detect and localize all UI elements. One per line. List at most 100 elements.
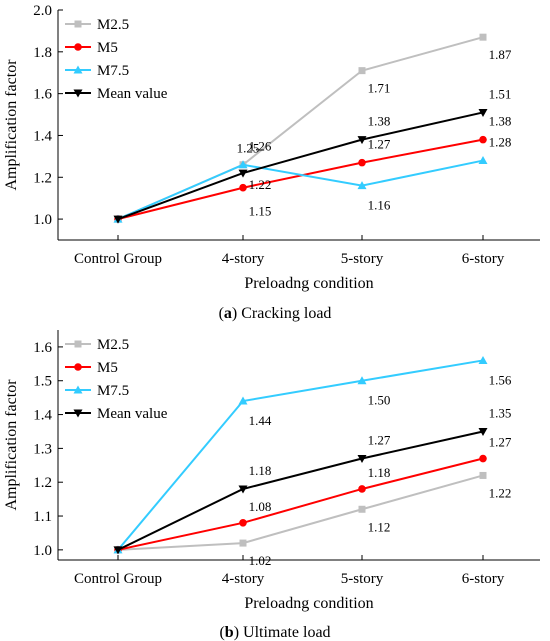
data-label: 1.56 — [489, 372, 512, 387]
legend-marker — [74, 43, 82, 51]
data-label: 1.35 — [489, 405, 512, 420]
y-tick-label: 1.0 — [33, 212, 52, 228]
data-label: 1.25 — [237, 141, 260, 156]
legend-label: M5 — [97, 360, 118, 376]
data-point — [238, 396, 248, 405]
data-label: 1.02 — [249, 553, 272, 568]
y-axis-title: Amplification factor — [3, 59, 20, 191]
series-line — [117, 111, 484, 221]
y-tick-label: 1.6 — [33, 87, 52, 103]
data-label: 1.27 — [489, 435, 512, 450]
x-tick-label: 6-story — [462, 571, 505, 587]
data-label: 1.87 — [489, 47, 512, 62]
data-label: 1.26 — [249, 139, 272, 154]
legend: M2.5 M5 M7.5 Mean value — [65, 17, 168, 102]
data-point — [239, 518, 247, 527]
x-tick-label: Control Group — [74, 251, 162, 267]
series-m5: 1.08 1.18 1.27 — [114, 435, 512, 554]
series-line — [117, 474, 484, 551]
series-line — [117, 36, 484, 221]
y-tick-label: 1.6 — [33, 340, 52, 356]
data-point — [479, 33, 487, 41]
x-axis-title: Preloadng condition — [244, 275, 373, 292]
data-point — [113, 546, 123, 555]
y-tick-label: 1.8 — [33, 45, 52, 61]
data-label: 1.28 — [489, 135, 512, 150]
legend-marker — [73, 65, 83, 74]
series-line — [117, 457, 484, 551]
y-tick-label: 2.0 — [33, 3, 52, 19]
data-point — [358, 67, 366, 75]
figure-caption: (a) Cracking load — [219, 305, 332, 322]
data-point — [357, 181, 367, 190]
data-point — [239, 539, 247, 547]
data-label: 1.16 — [368, 198, 391, 213]
data-point — [113, 215, 123, 224]
y-tick-label: 1.3 — [33, 441, 52, 457]
data-label: 1.27 — [368, 137, 391, 152]
data-point — [238, 160, 248, 169]
y-tick-label: 1.2 — [33, 170, 52, 186]
figure-caption: (b) Ultimate load — [219, 624, 330, 641]
data-label: 1.18 — [368, 465, 391, 480]
legend-label: Mean value — [97, 86, 168, 102]
caption-close-paren: ) — [232, 305, 241, 322]
series-mean-value: 1.18 1.27 1.35 — [113, 405, 512, 555]
data-label: 1.15 — [249, 204, 272, 219]
data-point — [479, 471, 487, 479]
y-tick-label: 1.1 — [33, 509, 52, 525]
series-m7-5: 1.25 1.16 1.28 — [113, 135, 512, 223]
data-label: 1.12 — [368, 519, 391, 534]
data-point — [357, 136, 367, 145]
series-line — [117, 359, 484, 551]
series-m5: 1.15 1.27 1.38 — [114, 114, 511, 223]
legend-marker — [73, 385, 83, 394]
data-label: 1.38 — [489, 114, 512, 129]
legend-label: M5 — [97, 40, 118, 56]
series-line — [117, 430, 484, 551]
x-axis-title: Preloadng condition — [244, 595, 373, 612]
data-point — [478, 427, 488, 436]
data-label: 1.51 — [489, 86, 512, 101]
chart-panel-b: 1.0 1.1 1.2 1.3 1.4 1.5 1.6 Control Group 4-stor… — [3, 330, 540, 641]
data-label: 1.08 — [249, 499, 272, 514]
caption-open-paren: ( — [219, 624, 224, 641]
data-point — [239, 183, 247, 192]
data-label: 1.50 — [368, 393, 391, 408]
x-tick-label: Control Group — [74, 571, 162, 587]
x-tick-label: 5-story — [341, 251, 384, 267]
data-point — [357, 455, 367, 464]
data-point — [238, 485, 248, 494]
x-tick-label: 4-story — [222, 251, 265, 267]
legend-label: M2.5 — [97, 337, 129, 353]
data-point — [357, 376, 367, 385]
data-point — [358, 505, 366, 513]
data-point — [479, 454, 487, 463]
data-point — [238, 169, 248, 178]
data-point — [358, 485, 366, 493]
legend-marker — [73, 89, 83, 98]
series-m2-5: 1.02 1.12 1.22 — [114, 471, 512, 568]
legend-label: Mean value — [97, 406, 168, 422]
series-mean-value: 1.22 1.38 1.51 — [113, 86, 512, 224]
caption-open-paren: ( — [219, 305, 224, 322]
data-label: 1.44 — [249, 413, 272, 428]
y-tick-label: 1.5 — [33, 374, 52, 390]
data-point — [479, 135, 487, 144]
caption-letter: b — [225, 624, 234, 641]
y-tick-label: 1.4 — [33, 128, 52, 144]
data-point — [478, 108, 488, 117]
y-tick-label: 1.0 — [33, 543, 52, 559]
data-label: 1.22 — [489, 485, 512, 500]
caption-close-paren: ) — [234, 624, 243, 641]
caption-text: Cracking load — [241, 305, 331, 322]
x-tick-label: 6-story — [462, 251, 505, 267]
data-label: 1.71 — [368, 81, 391, 96]
legend-marker — [74, 340, 82, 348]
x-tick-label: 4-story — [222, 571, 265, 587]
data-label: 1.38 — [368, 114, 391, 129]
data-point — [478, 355, 488, 364]
legend-marker — [74, 20, 82, 28]
series-line — [117, 138, 484, 221]
legend-label: M7.5 — [97, 383, 129, 399]
